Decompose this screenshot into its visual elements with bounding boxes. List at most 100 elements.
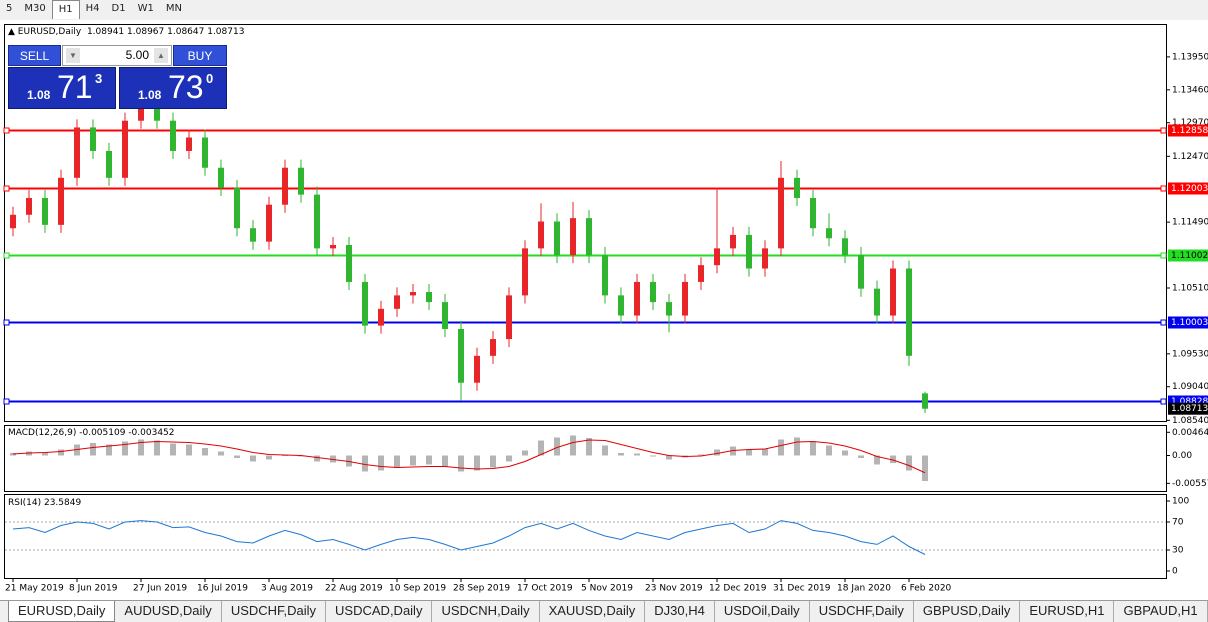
candle-body [186,137,192,151]
chart-header: ▲ EURUSD,Daily 1.08941 1.08967 1.08647 1… [8,27,245,37]
level-label-bg [1168,182,1208,195]
timeframe-button[interactable]: M30 [24,3,46,14]
macd-bar [234,455,240,458]
candle-body [10,214,16,229]
x-tick-label: 28 Sep 2019 [453,584,510,594]
level-label: 1.11002 [1171,251,1208,261]
candle-body [538,221,544,249]
candle-body [634,281,640,316]
chart-tab[interactable]: AUDUSD,Daily [115,601,222,622]
candle-body [794,177,800,198]
x-tick-label: 17 Oct 2019 [517,584,573,594]
level-handle [1160,252,1167,259]
macd-bar [762,448,768,456]
ask-tail: 0 [206,71,214,86]
macd-bar [618,453,624,456]
candle-body [842,238,848,256]
macd-bar [186,444,192,456]
macd-bar [202,448,208,456]
level-label-bg [1168,249,1208,262]
chart-tab[interactable]: XAUUSD,Daily [540,601,646,622]
chart-tab[interactable]: USDCHF,Daily [222,601,327,622]
candle-body [618,295,624,316]
y-tick-label: 0.004643 [1172,428,1208,438]
candle-body [362,281,368,326]
level-label: 1.10003 [1171,318,1208,328]
macd-bar [858,455,864,458]
chart-tab[interactable]: GBPAUD,H1 [1114,601,1208,622]
y-tick-label: 1.13950 [1172,52,1208,62]
chart-tab[interactable]: DJ30,H4 [645,601,715,622]
chart-tabs: EURUSD,Daily AUDUSD,Daily USDCHF,Daily USDC… [0,600,1208,622]
lot-input[interactable]: ▼ 5.00 ▲ [62,45,172,66]
timeframe-button[interactable]: W1 [137,3,154,14]
chart-background [0,20,1208,600]
candle-body [554,221,560,256]
candle-body [810,197,816,229]
chart-tab[interactable]: GBPUSD,Daily [914,601,1021,622]
candle-body [522,248,528,296]
macd-bar [602,445,608,456]
macd-bar [394,455,400,468]
candle-body [122,120,128,178]
level-handle [1160,319,1167,326]
y-tick-label: 70 [1172,518,1184,528]
macd-bar [522,450,528,456]
level-label-bg [1168,316,1208,329]
candle-body [58,177,64,225]
macd-value: -0.005109 [79,428,126,438]
y-tick-label: 1.13460 [1172,85,1208,95]
x-tick-label: 12 Dec 2019 [709,584,767,594]
macd-bar [906,455,912,471]
macd-bar [666,455,672,460]
chart-tab[interactable]: USDCNH,Daily [432,601,540,622]
chart-tab[interactable]: EURUSD,Daily [8,601,116,622]
signal-line [12,439,926,474]
close: 1.08713 [207,27,245,37]
x-tick-label: 18 Jan 2020 [837,584,891,594]
timeframe-button[interactable]: 5 [6,3,13,14]
timeframe-button[interactable]: H1 [51,0,80,19]
level-label: 1.12858 [1171,126,1208,136]
ask-price[interactable]: 1.08 73 0 [119,67,227,109]
x-tick-label: 6 Feb 2020 [901,584,952,594]
macd-bar [474,455,480,471]
y-tick-label: 1.09530 [1172,349,1208,359]
macd-title: MACD(12,26,9) [8,428,77,438]
level-handle [3,127,10,134]
macd-bar [122,441,128,456]
chart-tab[interactable]: EURUSD,H1 [1020,601,1115,622]
y-tick-label: 30 [1172,546,1184,556]
candle-body [746,234,752,269]
x-tick-label: 16 Jul 2019 [197,584,248,594]
buy-button[interactable]: BUY [173,45,227,66]
timeframe-toolbar: 5 M30 H1 H4 D1 W1 MN [0,0,188,19]
lot-value: 5.00 [125,48,149,62]
y-tick-label: 100 [1172,497,1189,507]
chart-tab[interactable]: USDOil,Daily [715,601,810,622]
candle-body [458,328,464,383]
candle-body [922,393,928,409]
sell-button[interactable]: SELL [8,45,61,66]
timeframe-button[interactable]: MN [165,3,182,14]
signal-value: -0.003452 [128,428,175,438]
candle-body [650,281,656,303]
macd-bar [282,455,288,456]
candle-body [90,127,96,151]
macd-bar [554,437,560,456]
low: 1.08647 [167,27,205,37]
timeframe-button[interactable]: H4 [85,3,100,14]
macd-bar [458,455,464,472]
candle-body [426,292,432,303]
candle-body [602,255,608,296]
macd-bar [90,443,96,456]
chart-tab[interactable]: USDCHF,Daily [810,601,914,622]
macd-bar [506,455,512,462]
timeframe-button[interactable]: D1 [111,3,126,14]
candle-body [570,218,576,256]
candle-body [42,197,48,225]
chart-tab[interactable]: USDCAD,Daily [326,601,433,622]
bid-price[interactable]: 1.08 71 3 [8,67,116,109]
x-tick-label: 8 Jun 2019 [69,584,118,594]
macd-bar [58,449,64,456]
